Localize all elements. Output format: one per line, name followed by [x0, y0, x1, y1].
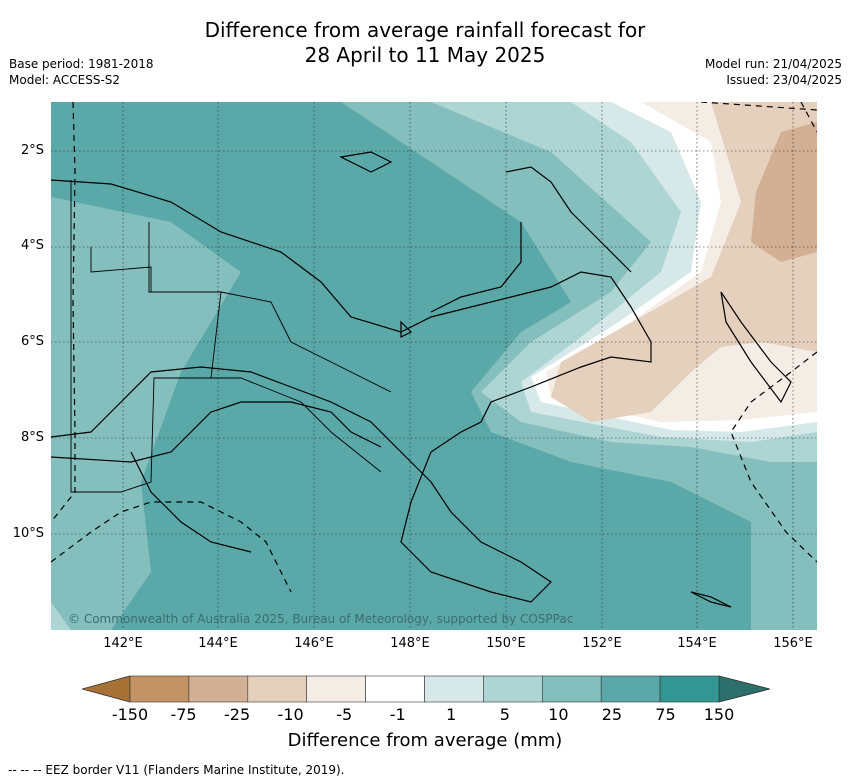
colorbar-cell: [424, 675, 484, 703]
colorbar-cell: [659, 675, 720, 703]
lon-label-152e: 152°E: [582, 636, 622, 651]
lon-label-150e: 150°E: [486, 636, 526, 651]
colorbar-cell: [483, 675, 543, 703]
band-5-10-west: [51, 197, 241, 630]
colorbar-cell: [600, 675, 661, 703]
band-minus10: [551, 102, 817, 422]
eez-borders: [51, 102, 817, 593]
lat-label-4s: 4°S: [20, 238, 44, 253]
meta-left: Base period: 1981-2018 Model: ACCESS-S2: [9, 56, 154, 88]
lat-label-10s: 10°S: [12, 526, 44, 541]
colorbar-label: Difference from average (mm): [287, 730, 563, 751]
lat-label-2s: 2°S: [20, 143, 44, 158]
title-line-1: Difference from average rainfall forecas…: [204, 18, 646, 42]
band-minus25: [751, 122, 817, 262]
colorbar-tick-label: 10: [548, 705, 569, 724]
model-name: Model: ACCESS-S2: [9, 73, 121, 87]
lon-label-142e: 142°E: [103, 636, 143, 651]
lat-label-8s: 8°S: [20, 430, 44, 445]
band-1-5-southwest: [51, 572, 71, 630]
base-period: Base period: 1981-2018: [9, 57, 154, 71]
model-run: Model run: 21/04/2025: [704, 57, 842, 71]
colorbar-low-arrow: [82, 675, 131, 703]
colorbar-tick-label: 1: [446, 705, 457, 724]
colorbar-cell: [188, 675, 249, 703]
colorbar-cell: [365, 675, 425, 703]
colorbar-cell: [247, 675, 308, 703]
rainfall-map: [51, 102, 817, 630]
colorbar-tick-label: -75: [170, 705, 197, 724]
lon-label-146e: 146°E: [294, 636, 334, 651]
lon-label-148e: 148°E: [390, 636, 430, 651]
title-line-2: 28 April to 11 May 2025: [304, 43, 546, 67]
copyright-notice: © Commonwealth of Australia 2025, Bureau…: [68, 612, 574, 626]
colorbar-tick-label: -150: [111, 705, 149, 724]
colorbar: [82, 675, 770, 703]
colorbar-tick-label: -5: [336, 705, 353, 724]
colorbar-tick-label: -10: [277, 705, 304, 724]
lon-label-144e: 144°E: [198, 636, 238, 651]
colorbar-tick-label: 25: [601, 705, 623, 724]
lon-label-156e: 156°E: [773, 636, 813, 651]
colorbar-tick-label: -1: [389, 705, 406, 724]
eez-legend-note: -- -- -- EEZ border V11 (Flanders Marine…: [8, 763, 345, 777]
province-borders: [70, 180, 392, 493]
colorbar-cell: [129, 675, 190, 703]
colorbar-cell: [541, 675, 602, 703]
colorbar-cells: [129, 675, 720, 703]
colorbar-cell: [306, 675, 366, 703]
issued-date: Issued: 23/04/2025: [726, 73, 842, 87]
coastline: [51, 151, 792, 608]
graticule: [51, 102, 817, 630]
colorbar-tick-label: 75: [655, 705, 676, 724]
colorbar-tick-label: 5: [499, 705, 510, 724]
colorbar-high-arrow: [718, 675, 770, 703]
meta-right: Model run: 21/04/2025 Issued: 23/04/2025: [705, 56, 842, 88]
colorbar-tick-label: 150: [703, 705, 735, 724]
colorbar-tick-label: -25: [224, 705, 251, 724]
lat-label-6s: 6°S: [20, 334, 44, 349]
map-title: Difference from average rainfall forecas…: [0, 18, 850, 68]
map-canvas: [51, 102, 817, 630]
lon-label-154e: 154°E: [677, 636, 717, 651]
